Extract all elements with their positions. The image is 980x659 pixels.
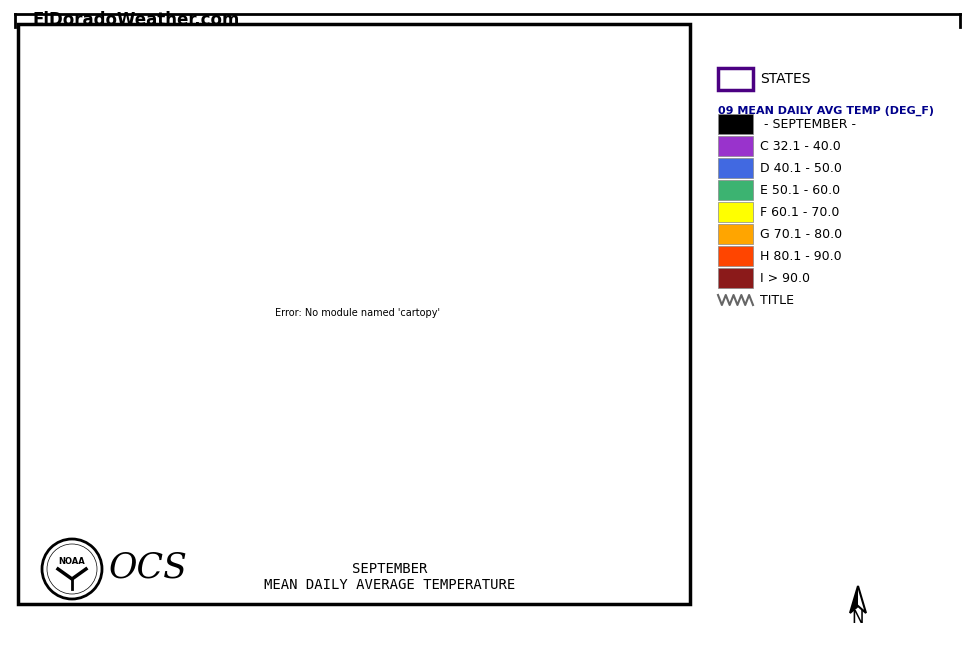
Text: SEPTEMBER: SEPTEMBER: [353, 562, 427, 576]
Text: TITLE: TITLE: [760, 293, 794, 306]
Bar: [718, 224, 753, 244]
Text: MEAN DAILY AVERAGE TEMPERATURE: MEAN DAILY AVERAGE TEMPERATURE: [265, 578, 515, 592]
Bar: [718, 202, 753, 222]
Text: N: N: [852, 609, 864, 627]
Polygon shape: [850, 586, 866, 613]
Bar: [718, 68, 753, 90]
Text: - SEPTEMBER -: - SEPTEMBER -: [760, 117, 856, 130]
Text: E 50.1 - 60.0: E 50.1 - 60.0: [760, 183, 840, 196]
Bar: [718, 158, 753, 178]
Text: D 40.1 - 50.0: D 40.1 - 50.0: [760, 161, 842, 175]
Polygon shape: [850, 586, 858, 613]
Bar: [718, 268, 753, 288]
Text: ElDoradoWeather.com: ElDoradoWeather.com: [32, 11, 239, 29]
Text: H 80.1 - 90.0: H 80.1 - 90.0: [760, 250, 842, 262]
Bar: [718, 246, 753, 266]
Bar: [718, 114, 753, 134]
Text: G 70.1 - 80.0: G 70.1 - 80.0: [760, 227, 842, 241]
Bar: [18, 24, 690, 604]
Text: OCS: OCS: [109, 550, 187, 584]
Text: I > 90.0: I > 90.0: [760, 272, 810, 285]
Bar: [718, 136, 753, 156]
Text: Error: No module named 'cartopy': Error: No module named 'cartopy': [274, 308, 440, 318]
Text: C 32.1 - 40.0: C 32.1 - 40.0: [760, 140, 841, 152]
Text: STATES: STATES: [760, 72, 810, 86]
Text: F 60.1 - 70.0: F 60.1 - 70.0: [760, 206, 840, 219]
Bar: [718, 180, 753, 200]
Text: NOAA: NOAA: [59, 556, 85, 565]
Text: 09 MEAN DAILY AVG TEMP (DEG_F): 09 MEAN DAILY AVG TEMP (DEG_F): [718, 106, 934, 116]
